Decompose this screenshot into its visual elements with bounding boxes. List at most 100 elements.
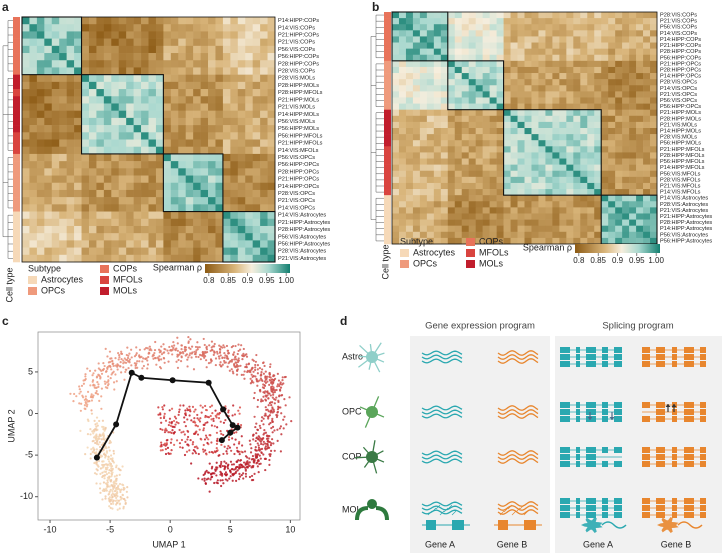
- umap-cell: [254, 363, 257, 367]
- heatmap-cell: [573, 207, 581, 214]
- cluster-box: [80, 74, 164, 155]
- heatmap-cell: [629, 237, 637, 245]
- umap-cell: [260, 442, 263, 446]
- umap-cell: [112, 449, 115, 453]
- heatmap-cell: [392, 170, 400, 178]
- umap-cell: [109, 488, 112, 491]
- heatmap-cell: [66, 67, 75, 75]
- cell-body: [367, 499, 377, 509]
- heatmap-cell: [392, 60, 400, 68]
- umap-cell: [199, 358, 202, 361]
- row-label: P21:VIS:MFOLs: [660, 183, 701, 189]
- heatmap-cell: [222, 139, 231, 148]
- heatmap-cell: [531, 36, 539, 43]
- heatmap-cell: [503, 134, 511, 141]
- umap-cell: [93, 430, 96, 433]
- expression-wave: [497, 405, 539, 411]
- heatmap-cell: [615, 231, 623, 239]
- heatmap-cell: [36, 110, 45, 119]
- heatmap-cell: [22, 67, 30, 75]
- heatmap-cell: [489, 97, 497, 104]
- heatmap-cell: [454, 158, 463, 165]
- heatmap-cell: [475, 189, 483, 196]
- heatmap-cell: [200, 38, 209, 47]
- heatmap-cell: [22, 60, 30, 68]
- heatmap-cell: [636, 189, 644, 196]
- heatmap-cell: [155, 96, 164, 104]
- heatmap-cell: [185, 132, 194, 140]
- heatmap-cell: [447, 42, 456, 49]
- heatmap-cell: [601, 79, 609, 86]
- cell-type-label: Cell type: [4, 267, 14, 302]
- heatmap-cell: [111, 225, 120, 234]
- heatmap-cell: [237, 81, 246, 90]
- umap-cell: [269, 444, 273, 447]
- heatmap-cell: [426, 219, 435, 226]
- heatmap-cell: [252, 139, 261, 148]
- heatmap-cell: [81, 218, 90, 227]
- umap-cell: [234, 466, 238, 469]
- heatmap-cell: [629, 146, 637, 153]
- heatmap-cell: [538, 237, 546, 245]
- heatmap-cell: [230, 182, 239, 191]
- heatmap-cell: [208, 139, 216, 148]
- heatmap-cell: [447, 164, 456, 172]
- heatmap-cell: [615, 225, 623, 233]
- umap-cell: [279, 425, 283, 428]
- heatmap-cell: [510, 158, 518, 165]
- heatmap-cell: [44, 233, 53, 241]
- heatmap-cell: [615, 91, 623, 98]
- heatmap-cell: [29, 146, 38, 155]
- heatmap-cell: [103, 211, 112, 220]
- heatmap-cell: [601, 73, 609, 80]
- heatmap-cell: [215, 247, 224, 256]
- umap-cell: [104, 347, 107, 350]
- colorbar: [205, 264, 290, 273]
- heatmap-cell: [36, 247, 45, 256]
- heatmap-cell: [510, 152, 518, 159]
- heatmap-cell: [629, 24, 637, 31]
- heatmap-cell: [643, 79, 651, 86]
- umap-cell: [115, 380, 118, 383]
- exon: [586, 505, 596, 511]
- umap-cell: [120, 497, 123, 500]
- heatmap-cell: [482, 60, 490, 68]
- umap-cell: [127, 366, 130, 370]
- heatmap-cell: [419, 18, 428, 25]
- exon: [602, 409, 608, 415]
- heatmap-cell: [22, 218, 30, 227]
- heatmap-cell: [482, 225, 490, 233]
- heatmap-cell: [118, 197, 127, 205]
- umap-cell: [262, 386, 266, 390]
- heatmap-cell: [148, 74, 157, 83]
- umap-cell: [216, 449, 219, 452]
- exon: [672, 354, 677, 360]
- transcript: [439, 510, 445, 516]
- exon: [642, 505, 650, 511]
- heatmap-cell: [545, 231, 553, 239]
- umap-cell: [117, 358, 120, 361]
- heatmap-cell: [44, 110, 53, 119]
- heatmap-cell: [531, 48, 539, 56]
- heatmap-cell: [566, 109, 574, 117]
- exon: [700, 354, 706, 360]
- heatmap-cell: [440, 195, 449, 202]
- heatmap-cell: [215, 60, 224, 68]
- heatmap-cell: [237, 218, 246, 227]
- heatmap-cell: [51, 211, 60, 220]
- umap-cell: [83, 379, 87, 382]
- heatmap-cell: [398, 182, 407, 190]
- heatmap-cell: [111, 117, 120, 126]
- umap-cell: [261, 399, 264, 402]
- heatmap-cell: [163, 247, 172, 256]
- heatmap-cell: [566, 54, 574, 62]
- heatmap-cell: [545, 115, 553, 123]
- heatmap-cell: [193, 17, 201, 25]
- heatmap-cell: [559, 207, 567, 214]
- heatmap-cell: [155, 24, 164, 32]
- heatmap-cell: [88, 60, 97, 68]
- heatmap-cell: [96, 153, 105, 162]
- heatmap-cell: [22, 17, 30, 25]
- heatmap-cell: [245, 125, 253, 133]
- umap-cell: [203, 479, 206, 482]
